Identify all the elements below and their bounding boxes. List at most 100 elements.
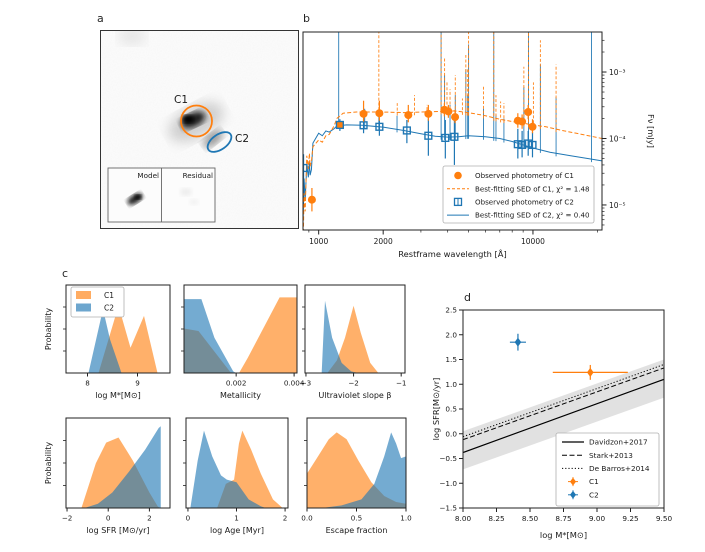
photometry-points-c2: [303, 118, 537, 183]
histogram-log-sfr: −2 0 2 log SFR [M⊙/yr] Probability: [44, 417, 171, 535]
x-axis-label: Escape fraction: [326, 526, 388, 535]
svg-text:−0.5: −0.5: [439, 454, 457, 463]
data-point-c1: [552, 364, 628, 380]
svg-text:9: 9: [135, 379, 140, 388]
svg-text:0.004: 0.004: [284, 379, 305, 388]
panel-c-label: c: [62, 267, 69, 280]
photometry-points-c1: [307, 100, 537, 212]
svg-text:8: 8: [85, 379, 90, 388]
svg-text:Stark+2013: Stark+2013: [589, 451, 633, 460]
x-axis-label: log M*[M⊙]: [95, 391, 141, 400]
svg-text:2: 2: [283, 514, 288, 523]
svg-text:8.50: 8.50: [522, 514, 539, 523]
panel-b-label: b: [303, 12, 310, 25]
svg-text:−3: −3: [301, 379, 312, 388]
x-axis-label: log Age [Myr]: [210, 526, 264, 535]
axis-ticks: 0 1 2: [183, 440, 288, 523]
svg-text:C1: C1: [589, 477, 599, 486]
emission-line-spikes-c2: [338, 32, 592, 163]
svg-text:10⁻⁵: 10⁻⁵: [609, 201, 626, 210]
svg-text:−2: −2: [62, 514, 73, 523]
distribution-c2: [84, 426, 161, 508]
axis-ticks: −2 0 2: [62, 440, 152, 523]
x-axis-ticks: 1000 2000 10000: [308, 230, 598, 246]
distribution-c2: [190, 430, 266, 508]
svg-text:Best-fitting SED of C1, χ² = 1: Best-fitting SED of C1, χ² = 1.48: [475, 184, 590, 193]
svg-text:C2: C2: [589, 490, 599, 499]
svg-text:−1.5: −1.5: [439, 504, 457, 513]
scatter-legend: Davidzon+2017 Stark+2013 De Barros+2014 C1 C…: [555, 432, 660, 507]
histogram-log-age: 0 1 2 log Age [Myr]: [183, 417, 289, 535]
relation-line-dashed: [463, 367, 664, 441]
x-axis-label: log M*[M⊙]: [540, 530, 587, 540]
model-blob-core: [134, 194, 142, 200]
svg-text:8.75: 8.75: [555, 514, 571, 523]
svg-text:0.002: 0.002: [226, 379, 247, 388]
svg-text:2.5: 2.5: [445, 306, 457, 315]
relation-line-dotted: [463, 363, 664, 438]
distribution-c1: [307, 432, 406, 508]
svg-text:10000: 10000: [521, 237, 545, 246]
sed-plot-area: [303, 32, 602, 230]
c2-aperture-ellipse: [206, 131, 233, 153]
x-axis-label: Restframe wavelength [Å]: [398, 248, 506, 259]
svg-text:10⁻⁴: 10⁻⁴: [609, 134, 626, 143]
residual-speck: [180, 188, 192, 196]
plot-frame: [302, 31, 603, 231]
svg-text:0.0: 0.0: [445, 429, 457, 438]
model-label: Model: [137, 171, 159, 180]
svg-text:Davidzon+2017: Davidzon+2017: [589, 438, 648, 447]
svg-text:1.0: 1.0: [445, 380, 457, 389]
svg-text:−2: −2: [348, 379, 359, 388]
svg-text:1000: 1000: [309, 237, 328, 246]
x-axis-label: Metallicity: [220, 391, 261, 400]
histogram-uv-slope: −3 −2 −1 Ultraviolet slope β: [301, 284, 407, 400]
axis-ticks: −3 −2 −1: [301, 306, 407, 388]
svg-text:8.00: 8.00: [455, 514, 472, 523]
histogram-metallicity: 0.002 0.004 Metallicity: [181, 284, 305, 400]
svg-text:Best-fitting SED of C2, χ² = 0: Best-fitting SED of C2, χ² = 0.40: [475, 211, 590, 220]
svg-text:10⁻³: 10⁻³: [609, 68, 626, 77]
c2-label: C2: [235, 133, 249, 145]
svg-text:0.5: 0.5: [351, 514, 362, 523]
x-axis-label: Ultraviolet slope β: [318, 391, 391, 400]
axis-ticks: 0.002 0.004: [181, 306, 305, 388]
panel-a-label: a: [97, 12, 104, 25]
x-axis-label: log SFR [M⊙/yr]: [86, 526, 149, 535]
svg-text:−1: −1: [396, 379, 407, 388]
svg-text:1.0: 1.0: [400, 514, 412, 523]
svg-text:0.5: 0.5: [445, 405, 457, 414]
svg-text:9.25: 9.25: [622, 514, 638, 523]
distribution-c2: [88, 309, 122, 373]
svg-text:8.25: 8.25: [488, 514, 504, 523]
svg-text:1: 1: [234, 514, 239, 523]
svg-text:De Barros+2014: De Barros+2014: [589, 464, 650, 473]
galaxy-core-bright: [182, 115, 194, 123]
svg-text:−1.0: −1.0: [439, 479, 457, 488]
sed-legend: Observed photometry of C1 Best-fitting SE…: [442, 165, 595, 224]
sfr-mass-chart: 8.00 8.25 8.50 8.75 9.00 9.25 9.50 2.5 2.0 1.5 1.0…: [431, 306, 672, 540]
distribution-c2: [321, 432, 406, 508]
svg-text:2.0: 2.0: [445, 330, 457, 339]
faint-smudge: [118, 31, 146, 45]
svg-text:0: 0: [186, 514, 191, 523]
c1-label: C1: [174, 94, 188, 106]
c1-aperture-circle: [180, 104, 213, 138]
residual-speck-2: [189, 199, 199, 205]
svg-text:0.0: 0.0: [301, 514, 313, 523]
svg-text:Observed photometry of C1: Observed photometry of C1: [475, 171, 574, 180]
sed-chart: 1000 2000 10000 10⁻³ 10⁻⁴ 10⁻⁵ Restframe wavel…: [302, 31, 656, 259]
svg-text:2000: 2000: [374, 237, 393, 246]
axis-ticks: 8.00 8.25 8.50 8.75 9.00 9.25 9.50 2.5 2.0 1.5 1.0…: [439, 306, 672, 523]
svg-text:9.00: 9.00: [589, 514, 606, 523]
y-axis-ticks: 10⁻³ 10⁻⁴ 10⁻⁵: [602, 39, 626, 226]
galaxy-image-panel: C1 C2 Model Residual: [100, 30, 299, 229]
svg-text:1.5: 1.5: [445, 355, 457, 364]
residual-label: Residual: [183, 171, 213, 180]
scatter-relation-band: [463, 359, 664, 470]
model-residual-inset: Model Residual: [107, 167, 216, 223]
svg-text:0: 0: [106, 514, 111, 523]
